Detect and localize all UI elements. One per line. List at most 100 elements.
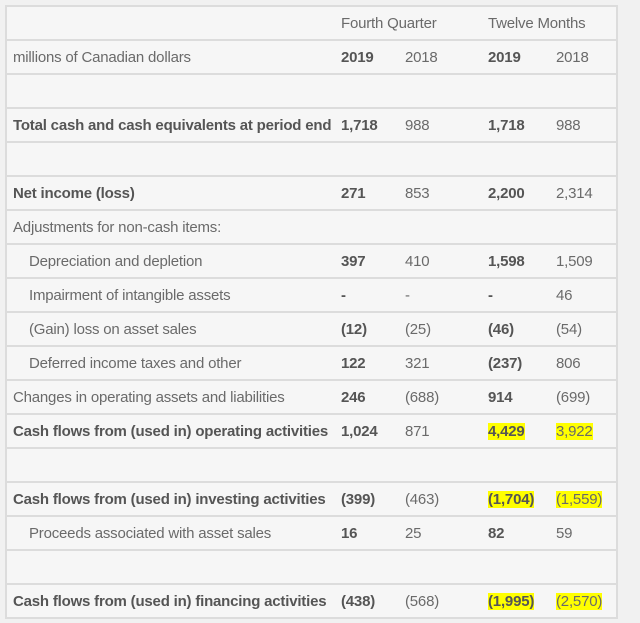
value-cell [397,209,481,244]
cell-value: 410 [405,252,430,270]
value-cell: 1,598 [480,243,549,278]
cell-value: 806 [556,354,581,372]
blank-cell [7,447,617,482]
cell-value: 321 [405,354,430,372]
year-12m-2018: 2018 [548,39,617,74]
cell-value: 397 [341,252,366,270]
cell-value: 1,718 [341,116,378,134]
table-row: Net income (loss) 271 853 2,200 2,314 [7,175,617,210]
value-cell: (699) [548,379,617,414]
header-fourth-quarter: Fourth Quarter [333,5,481,40]
cell-value: 1,598 [488,252,525,270]
value-cell: 46 [548,277,617,312]
cell-value: 871 [405,422,430,440]
cell-value: (1,704) [488,490,535,508]
cell-value: (54) [556,320,582,338]
header-twelve-months: Twelve Months [480,5,617,40]
cell-value: (1,995) [488,592,535,610]
cell-value: - [488,286,493,304]
cell-value: 914 [488,388,513,406]
value-cell: (463) [397,481,481,516]
value-cell: (1,995) [480,583,549,619]
header-row: Fourth Quarter Twelve Months [7,5,617,40]
cell-value: (568) [405,592,440,610]
cell-value: (237) [488,354,523,372]
value-cell: (237) [480,345,549,380]
year-q-2018: 2018 [397,39,481,74]
value-cell: 914 [480,379,549,414]
cell-value: 1,718 [488,116,525,134]
row-label: Adjustments for non-cash items: [7,209,333,244]
year-12m-2019: 2019 [480,39,549,74]
value-cell: 59 [548,515,617,550]
value-cell [333,209,397,244]
cell-value: 25 [405,524,422,542]
blank-cell [7,141,617,176]
cell-value: (25) [405,320,431,338]
row-label: Cash flows from (used in) operating acti… [7,413,333,448]
row-label: Cash flows from (used in) financing acti… [7,583,333,619]
blank-cell [7,73,617,108]
value-cell: 122 [333,345,397,380]
table-row: Cash flows from (used in) financing acti… [7,583,617,619]
cell-value: 16 [341,524,358,542]
row-label: Cash flows from (used in) investing acti… [7,481,333,516]
value-cell: (399) [333,481,397,516]
cell-value: 271 [341,184,366,202]
value-cell: 397 [333,243,397,278]
cell-value: 1,024 [341,422,378,440]
value-cell: - [333,277,397,312]
row-label: (Gain) loss on asset sales [7,311,333,346]
value-cell: (688) [397,379,481,414]
value-cell: 271 [333,175,397,210]
value-cell: 806 [548,345,617,380]
value-cell: 1,718 [480,107,549,142]
blank-cell [7,549,617,584]
value-cell: (1,704) [480,481,549,516]
value-cell: 1,718 [333,107,397,142]
value-cell: 25 [397,515,481,550]
value-cell: 4,429 [480,413,549,448]
value-cell: (2,570) [548,583,617,619]
cell-value: 853 [405,184,430,202]
cell-value: (2,570) [556,592,603,610]
cell-value: 46 [556,286,573,304]
value-cell: 321 [397,345,481,380]
blank-row [7,447,617,482]
value-cell: 988 [548,107,617,142]
cell-value: (12) [341,320,367,338]
year-q-2019: 2019 [333,39,397,74]
value-cell: 16 [333,515,397,550]
row-label: Impairment of intangible assets [7,277,333,312]
value-cell: (12) [333,311,397,346]
blank-row [7,549,617,584]
cell-value: (46) [488,320,514,338]
cell-value: 59 [556,524,573,542]
row-label: Changes in operating assets and liabilit… [7,379,333,414]
value-cell [480,209,549,244]
row-label: Deferred income taxes and other [7,345,333,380]
value-cell: - [397,277,481,312]
value-cell: (438) [333,583,397,619]
table-row: Changes in operating assets and liabilit… [7,379,617,414]
row-label: Depreciation and depletion [7,243,333,278]
cell-value: (463) [405,490,440,508]
cell-value: 3,922 [556,422,593,440]
cell-value: 2,314 [556,184,593,202]
cell-value: 4,429 [488,422,525,440]
cell-value: (399) [341,490,376,508]
cell-value: 988 [556,116,581,134]
value-cell: 1,024 [333,413,397,448]
cell-value: 988 [405,116,430,134]
cell-value: 246 [341,388,366,406]
table-row: Cash flows from (used in) investing acti… [7,481,617,516]
cell-value: (699) [556,388,591,406]
row-label: Net income (loss) [7,175,333,210]
table-row: Adjustments for non-cash items: [7,209,617,244]
value-cell: 1,509 [548,243,617,278]
cell-value: 1,509 [556,252,593,270]
cell-value: - [341,286,346,304]
table-row: Impairment of intangible assets - - -46 [7,277,617,312]
year-row: millions of Canadian dollars 2019 2018 2… [7,39,617,74]
cell-value: (438) [341,592,376,610]
